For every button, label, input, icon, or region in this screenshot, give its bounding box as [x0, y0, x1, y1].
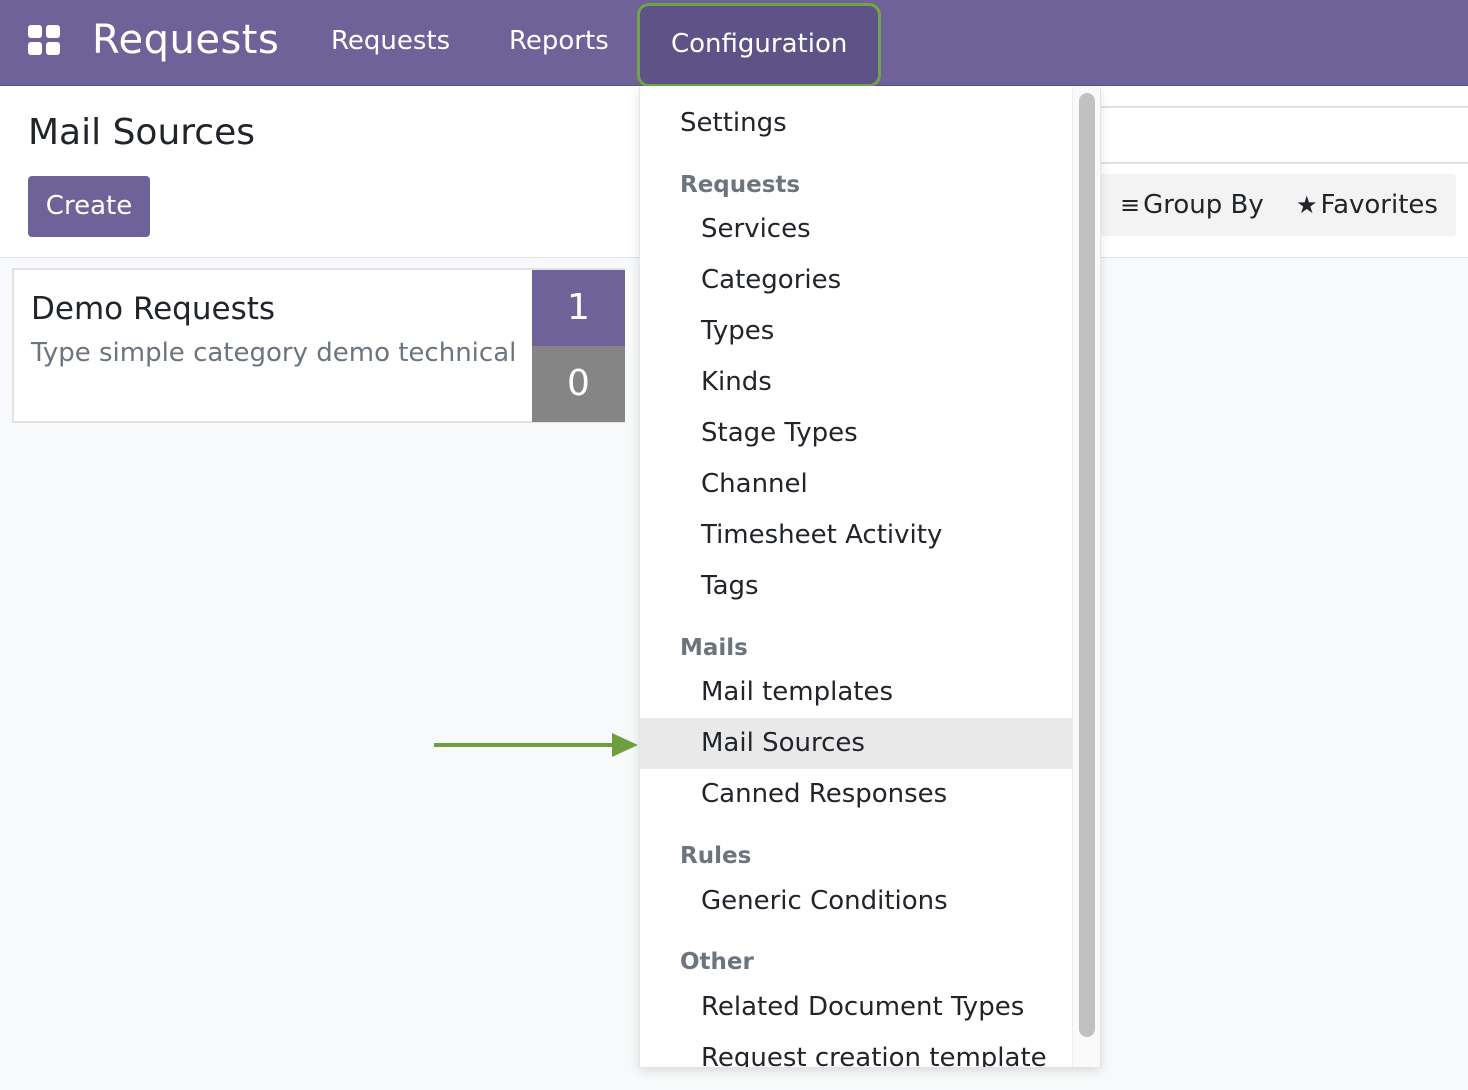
search-bar[interactable] [1100, 106, 1468, 164]
menu-item-mail-templates[interactable]: Mail templates [640, 667, 1072, 718]
menu-item-label: Related Document Types [701, 992, 1025, 1022]
menu-item-label: Services [701, 214, 811, 244]
menu-item-label: Types [701, 316, 775, 346]
card-subtitle: Type simple category demo technical [31, 338, 517, 368]
open-count-badge[interactable]: 1 [532, 270, 625, 346]
menu-item-categories[interactable]: Categories [640, 255, 1072, 306]
nav-menu-requests[interactable]: Requests [331, 26, 451, 56]
menu-item-label: Generic Conditions [701, 886, 948, 916]
menu-item-services[interactable]: Services [640, 204, 1072, 255]
favorites-button[interactable]: ★ Favorites [1296, 188, 1438, 222]
top-navbar: Requests Requests Reports Configuration [0, 0, 1468, 87]
dropdown-scrollbar-thumb[interactable] [1079, 93, 1095, 1037]
menu-header-rules: Rules [680, 843, 752, 869]
group-by-label: Group By [1143, 190, 1264, 220]
menu-item-label: Categories [701, 265, 842, 295]
menu-header-mails: Mails [680, 635, 748, 661]
menu-item-canned-responses[interactable]: Canned Responses [640, 769, 1072, 820]
menu-item-request-creation-template[interactable]: Request creation template [640, 1033, 1072, 1067]
closed-count-badge[interactable]: 0 [532, 346, 625, 422]
favorites-label: Favorites [1320, 190, 1438, 220]
menu-item-label: Stage Types [701, 418, 858, 448]
menu-header-requests: Requests [680, 172, 801, 198]
star-icon: ★ [1296, 191, 1318, 219]
page-title: Mail Sources [28, 112, 255, 153]
menu-item-label: Mail templates [701, 677, 893, 707]
menu-item-label: Kinds [701, 367, 772, 397]
grid-apps-icon[interactable] [27, 25, 61, 55]
menu-item-settings[interactable]: Settings [640, 98, 1072, 149]
configuration-dropdown-menu: Settings Requests Services Categories Ty… [639, 87, 1101, 1067]
menu-item-label: Mail Sources [701, 728, 865, 758]
menu-item-label: Channel [701, 469, 808, 499]
menu-item-types[interactable]: Types [640, 306, 1072, 357]
menu-item-label: Canned Responses [701, 779, 948, 809]
menu-item-mail-sources[interactable]: Mail Sources [640, 718, 1072, 769]
menu-item-generic-conditions[interactable]: Generic Conditions [640, 876, 1072, 927]
nav-menu-configuration[interactable]: Configuration [637, 3, 881, 87]
menu-item-kinds[interactable]: Kinds [640, 357, 1072, 408]
search-options-bar: ≡ Group By ★ Favorites [1100, 174, 1456, 236]
pointer-arrow-icon [434, 733, 638, 757]
group-by-button[interactable]: ≡ Group By [1120, 188, 1264, 222]
list-bars-icon: ≡ [1120, 191, 1141, 219]
kanban-card[interactable]: Demo Requests Type simple category demo … [12, 268, 625, 423]
menu-header-other: Other [680, 949, 754, 975]
menu-item-timesheet-activity[interactable]: Timesheet Activity [640, 510, 1072, 561]
menu-item-label: Request creation template [701, 1043, 1047, 1067]
menu-item-related-document-types[interactable]: Related Document Types [640, 982, 1072, 1033]
app-brand-title[interactable]: Requests [92, 17, 280, 63]
menu-item-stage-types[interactable]: Stage Types [640, 408, 1072, 459]
menu-item-label: Settings [680, 108, 787, 138]
card-title: Demo Requests [31, 291, 276, 327]
menu-item-label: Tags [701, 571, 759, 601]
menu-item-label: Timesheet Activity [701, 520, 943, 550]
nav-menu-reports[interactable]: Reports [509, 26, 609, 56]
menu-item-tags[interactable]: Tags [640, 561, 1072, 612]
create-button[interactable]: Create [28, 176, 150, 237]
menu-item-channel[interactable]: Channel [640, 459, 1072, 510]
